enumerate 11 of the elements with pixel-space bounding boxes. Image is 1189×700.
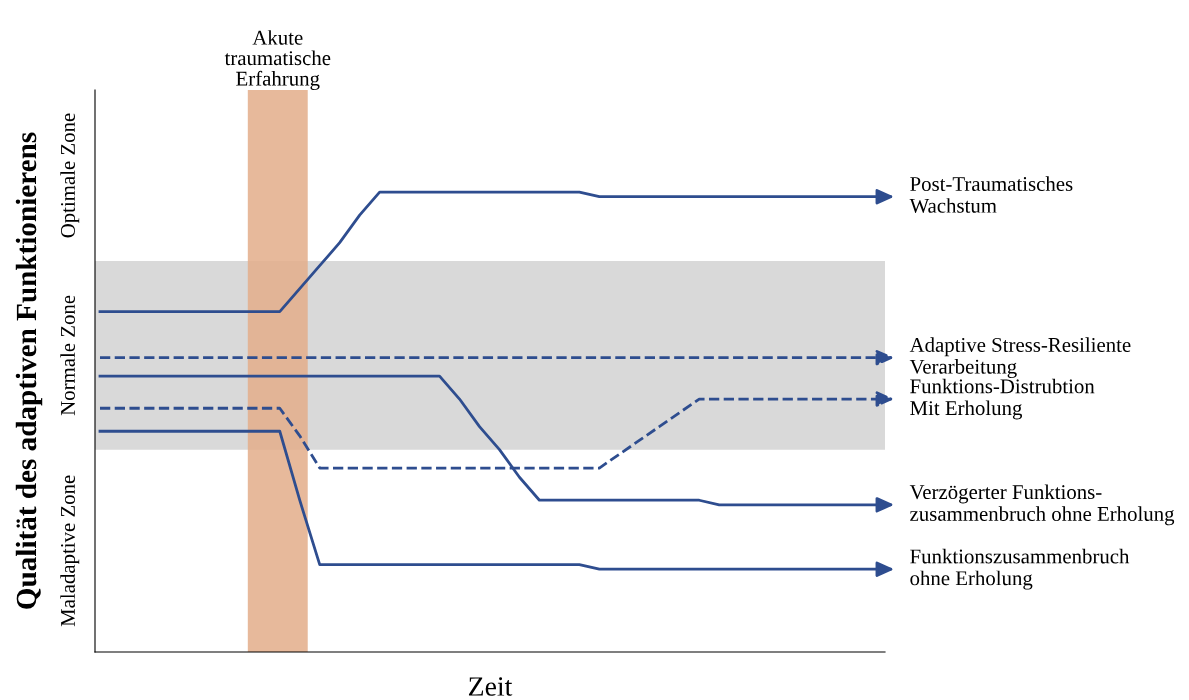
y-axis-title: Qualität des adaptiven Funktionierens (15, 132, 43, 609)
legend-label: Funktionszusammenbruch ohne Erholung (910, 548, 1130, 590)
text: Akute traumatische Erfahrung (224, 30, 331, 90)
text: Optimale Zone (60, 113, 80, 238)
x-axis-title: Zeit (468, 677, 513, 696)
legend-label: Post-Traumatisches Wachstum (909, 176, 1073, 213)
band-label: Normale Zone (60, 295, 75, 416)
legend-label: Funktions-Distrubtion Mit Erholung (910, 378, 1095, 420)
legend-label: Verzögerter Funktions- zusammenbruch ohne Erholung (909, 484, 1175, 526)
legend-label: Adaptive Stress-Resiliente Verarbeitung (909, 337, 1131, 379)
text: Maladaptive Zone (60, 475, 80, 627)
